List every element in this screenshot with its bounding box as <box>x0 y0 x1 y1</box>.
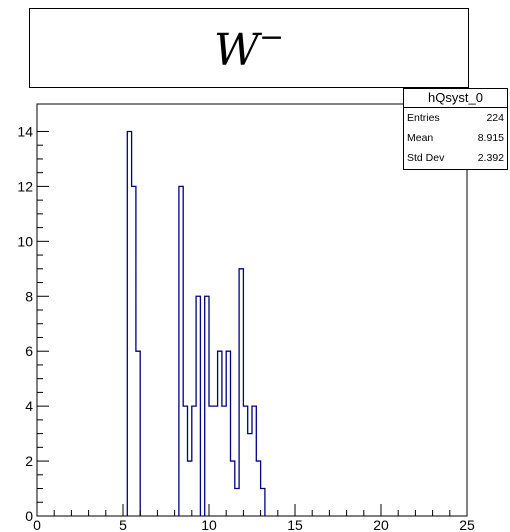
chart-title: W− <box>214 23 284 73</box>
chart-title-box: W− <box>29 8 469 88</box>
y-tick-label: 2 <box>25 453 33 469</box>
histogram-line <box>126 130 266 516</box>
stats-row-stddev: Std Dev 2.392 <box>404 148 507 168</box>
x-tick-label: 15 <box>287 517 303 532</box>
y-tick-label: 6 <box>25 343 33 359</box>
stats-row-entries: Entries 224 <box>404 108 507 128</box>
y-tick-label: 10 <box>17 233 33 249</box>
x-tick-label: 10 <box>201 517 217 532</box>
stats-label: Entries <box>407 112 440 124</box>
y-tick-label: 0 <box>25 508 33 524</box>
stats-row-mean: Mean 8.915 <box>404 128 507 148</box>
chart-title-sup: − <box>259 20 285 55</box>
x-tick-label: 25 <box>459 517 475 532</box>
x-tick-label: 5 <box>119 517 127 532</box>
y-tick-label: 8 <box>25 288 33 304</box>
stats-box: hQsyst_0 Entries 224 Mean 8.915 Std Dev … <box>403 88 508 170</box>
stats-histogram-name: hQsyst_0 <box>404 89 507 108</box>
x-tick-label: 0 <box>33 517 41 532</box>
stats-value: 2.392 <box>477 152 504 164</box>
y-tick-label: 12 <box>17 178 33 194</box>
x-tick-label: 20 <box>373 517 389 532</box>
stats-label: Std Dev <box>407 152 445 164</box>
chart-title-base: W <box>213 25 260 76</box>
stats-label: Mean <box>407 132 434 144</box>
stats-value: 8.915 <box>477 132 504 144</box>
y-tick-label: 14 <box>17 123 33 139</box>
y-tick-label: 4 <box>25 398 33 414</box>
stats-value: 224 <box>486 112 504 124</box>
